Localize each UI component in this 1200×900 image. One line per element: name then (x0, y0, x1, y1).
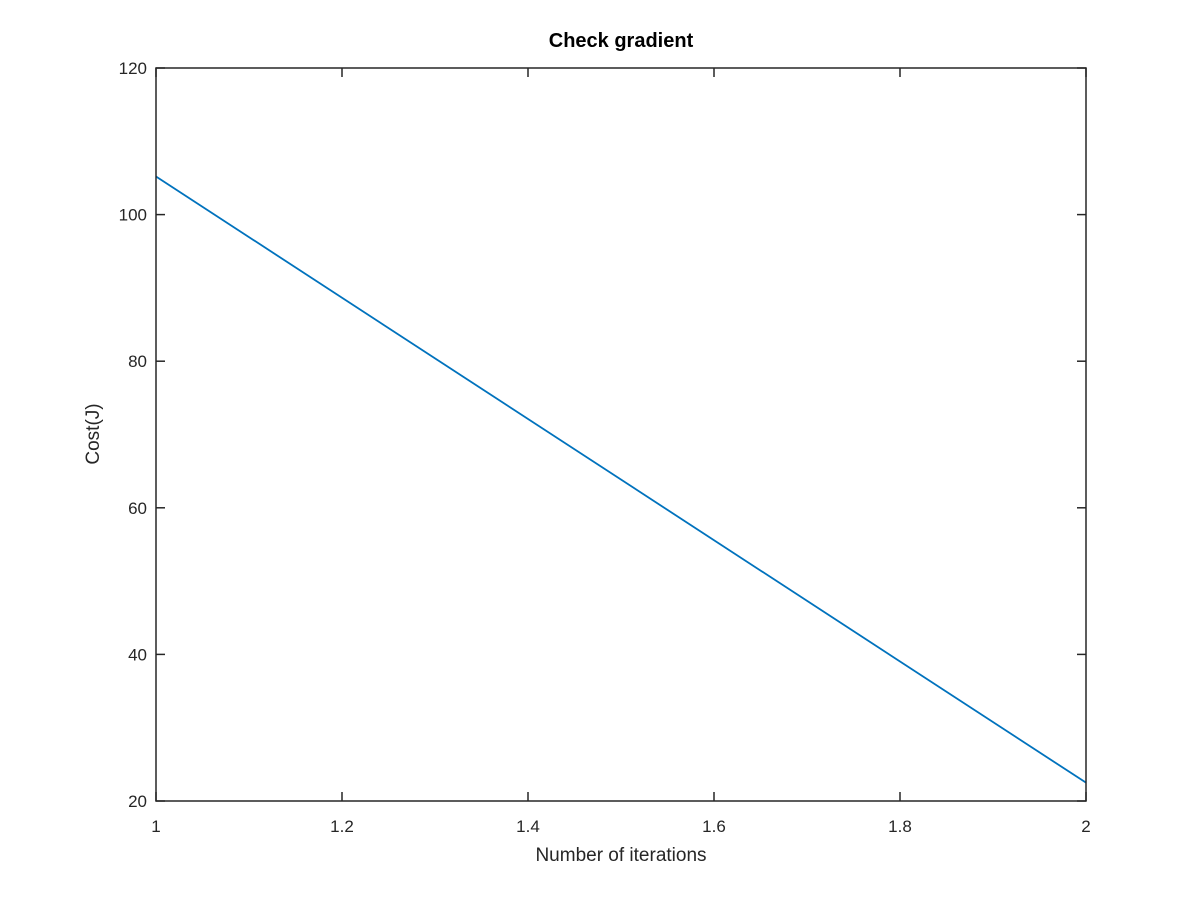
x-axis-label: Number of iterations (535, 845, 706, 866)
x-tick-label: 1 (151, 817, 160, 836)
y-tick-labels: 20 40 60 80 100 120 (119, 59, 147, 811)
x-tick-label: 1.2 (330, 817, 354, 836)
plot-area (156, 68, 1086, 801)
y-tick-label: 120 (119, 59, 147, 78)
x-tick-label: 1.8 (888, 817, 912, 836)
y-tick-label: 80 (128, 352, 147, 371)
y-axis-label: Cost(J) (83, 403, 104, 464)
x-tick-label: 2 (1081, 817, 1090, 836)
y-tick-label: 100 (119, 206, 147, 225)
y-tick-label: 40 (128, 645, 147, 664)
x-tick-label: 1.4 (516, 817, 540, 836)
y-tick-label: 20 (128, 792, 147, 811)
chart-title: Check gradient (549, 30, 694, 52)
x-tick-label: 1.6 (702, 817, 726, 836)
series-layer (155, 175, 1087, 784)
axes-box (155, 67, 1087, 802)
x-tick-labels: 1 1.2 1.4 1.6 1.8 2 (151, 817, 1090, 836)
y-tick-label: 60 (128, 499, 147, 518)
series-line (155, 175, 1087, 784)
